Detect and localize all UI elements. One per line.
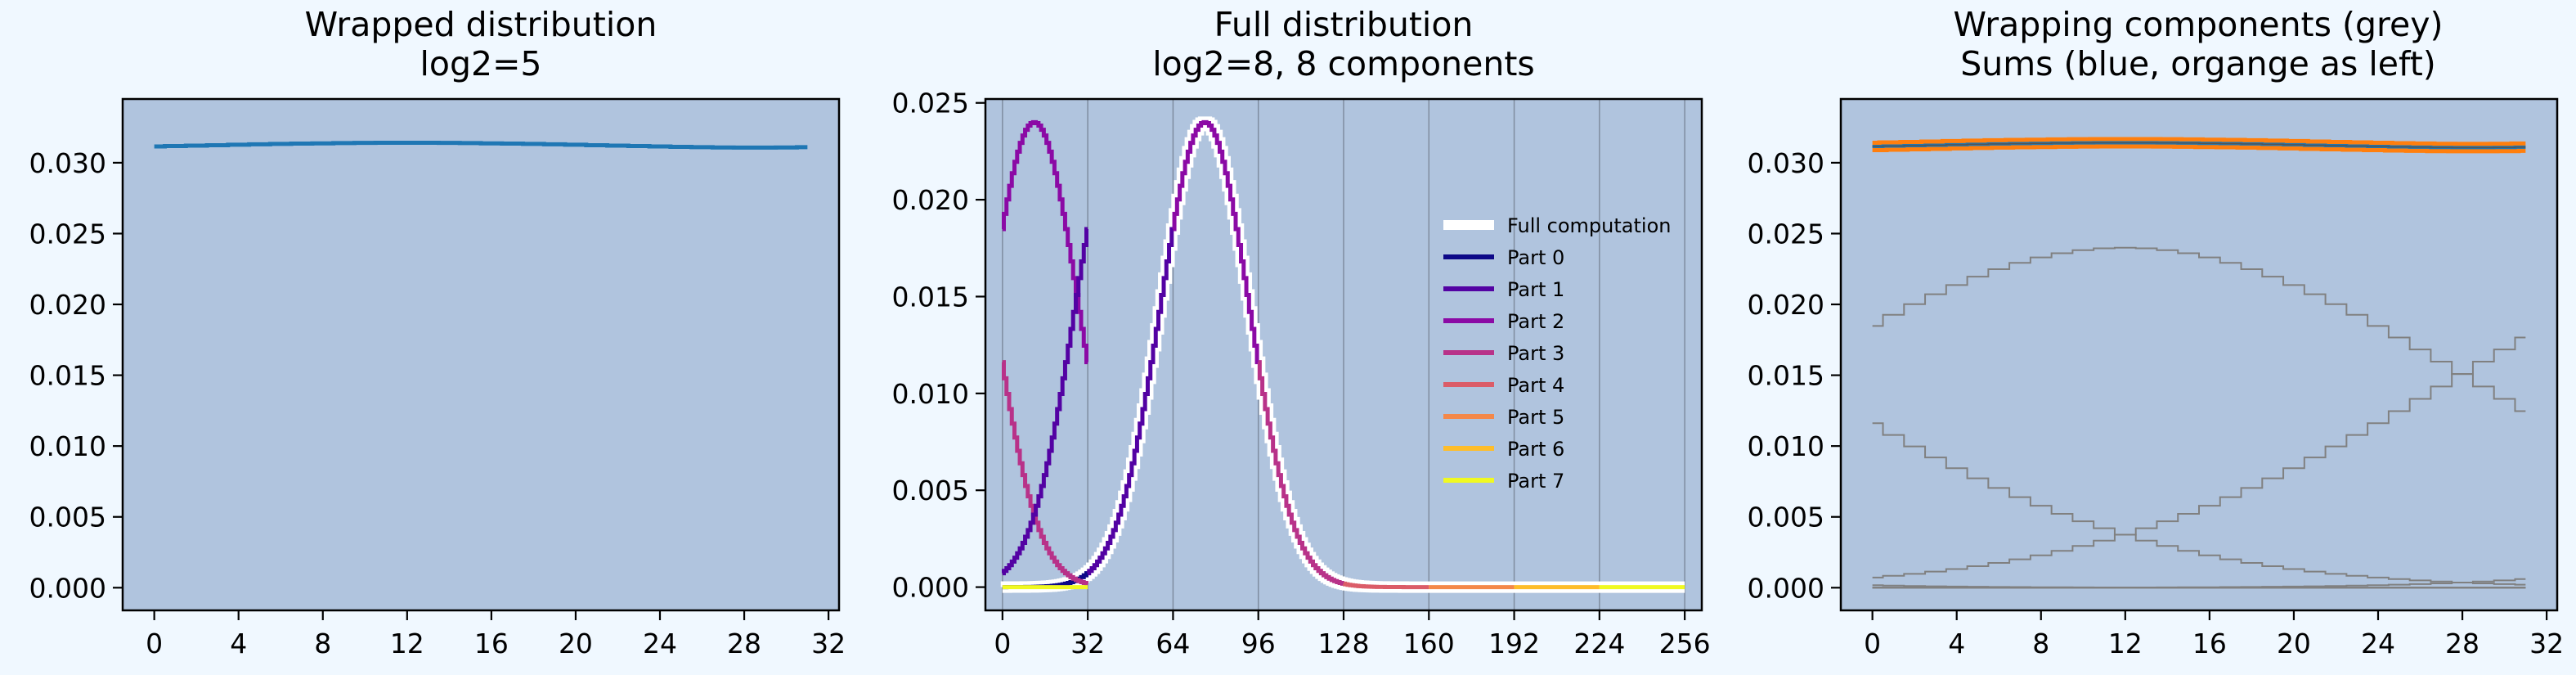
y-tick-label: 0.005 xyxy=(892,475,969,506)
x-tick-label: 0 xyxy=(1864,628,1881,659)
x-tick-label: 224 xyxy=(1573,628,1625,659)
chart-title-line-1: Full distribution xyxy=(1214,5,1474,44)
tick-group: 0 4 8 12 16 20 24 28 32 0.000 0.005 0.010 0.015 0.020… xyxy=(29,147,846,659)
chart-panel-components: Wrapping components (grey) Sums (blue, o… xyxy=(1748,5,2565,659)
x-tick-label: 32 xyxy=(811,628,846,659)
y-tick-label: 0.020 xyxy=(29,289,106,321)
y-tick-label: 0.005 xyxy=(29,502,106,533)
series-line xyxy=(1343,581,1429,590)
chart-title-line-1: Wrapping components (grey) xyxy=(1954,5,2444,44)
y-tick-label: 0.010 xyxy=(29,430,106,462)
y-tick-label: 0.025 xyxy=(892,88,969,119)
x-tick-label: 20 xyxy=(2277,628,2311,659)
x-tick-label: 0 xyxy=(146,628,163,659)
legend-label: Part 5 xyxy=(1507,406,1564,429)
y-tick-label: 0.015 xyxy=(1748,360,1824,392)
series-line xyxy=(1087,227,1174,576)
y-tick-label: 0.025 xyxy=(29,218,106,250)
tick-group: 0 4 8 12 16 20 24 28 32 0.000 0.005 0.010 0.015 0.020… xyxy=(1748,147,2565,659)
x-tick-label: 8 xyxy=(314,628,331,659)
y-tick-label: 0.020 xyxy=(892,184,969,216)
x-tick-label: 96 xyxy=(1241,628,1276,659)
legend: Full computation Part 0 Part 1 Part 2 Part 3… xyxy=(1443,214,1671,493)
wrapping-component-line xyxy=(1872,246,2526,412)
series-group xyxy=(1872,137,2526,589)
legend-label: Part 4 xyxy=(1507,374,1564,397)
x-tick-label: 16 xyxy=(2192,628,2227,659)
y-tick-label: 0.030 xyxy=(29,147,106,179)
x-tick-label: 32 xyxy=(2529,628,2564,659)
legend-label: Part 1 xyxy=(1507,278,1564,301)
y-tick-label: 0.000 xyxy=(29,572,106,604)
legend-label: Part 7 xyxy=(1507,470,1564,493)
axes-frame xyxy=(121,97,841,612)
axes-frame xyxy=(1839,97,2559,612)
chart-panel-wrapped: Wrapped distribution log2=5 0 4 8 12 16 20 24 2… xyxy=(29,5,846,659)
legend-label: Part 6 xyxy=(1507,438,1564,461)
chart-panel-full: Full distribution log2=8, 8 components 0… xyxy=(892,5,1711,659)
y-tick-label: 0.015 xyxy=(892,281,969,313)
x-tick-label: 32 xyxy=(1070,628,1105,659)
x-tick-label: 64 xyxy=(1156,628,1190,659)
wrapped-component-line xyxy=(1001,360,1089,586)
x-tick-label: 0 xyxy=(994,628,1011,659)
y-tick-label: 0.000 xyxy=(1748,572,1824,604)
x-tick-label: 160 xyxy=(1403,628,1455,659)
y-tick-label: 0.000 xyxy=(892,572,969,604)
x-tick-label: 16 xyxy=(474,628,509,659)
y-tick-label: 0.030 xyxy=(1748,147,1824,179)
y-tick-label: 0.020 xyxy=(1748,289,1824,321)
tick-group: 0 32 64 96 128 160 192 224 256 0.000 0.005 0.010 0.0… xyxy=(892,88,1711,659)
axes-frame xyxy=(984,97,1703,612)
y-tick-label: 0.010 xyxy=(892,378,969,410)
legend-label: Full computation xyxy=(1507,214,1671,237)
x-tick-label: 12 xyxy=(2108,628,2143,659)
x-tick-label: 8 xyxy=(2032,628,2049,659)
x-tick-label: 24 xyxy=(643,628,677,659)
x-tick-label: 4 xyxy=(230,628,247,659)
x-tick-label: 12 xyxy=(390,628,424,659)
x-tick-label: 256 xyxy=(1659,628,1711,659)
legend-label: Part 3 xyxy=(1507,342,1564,365)
series-line xyxy=(154,141,808,150)
legend-label: Part 2 xyxy=(1507,310,1564,333)
x-tick-label: 20 xyxy=(559,628,593,659)
chart-title-line-2: log2=5 xyxy=(420,44,541,83)
wrapping-component-line xyxy=(1872,336,2526,578)
x-tick-label: 28 xyxy=(727,628,761,659)
y-tick-label: 0.025 xyxy=(1748,218,1824,250)
x-tick-label: 24 xyxy=(2361,628,2395,659)
series-group xyxy=(1000,116,1685,593)
y-tick-label: 0.005 xyxy=(1748,502,1824,533)
legend-label: Part 0 xyxy=(1507,246,1564,269)
chart-title-line-2: Sums (blue, organge as left) xyxy=(1960,44,2436,83)
wrapped-component-line xyxy=(1001,119,1089,365)
wrapped-component-line xyxy=(1001,227,1089,576)
x-tick-label: 28 xyxy=(2445,628,2480,659)
series-line xyxy=(1172,119,1259,365)
plot-area xyxy=(1841,99,2557,610)
x-tick-label: 192 xyxy=(1488,628,1540,659)
y-tick-label: 0.010 xyxy=(1748,430,1824,462)
series-line xyxy=(1257,360,1344,586)
wrapping-component-line xyxy=(1872,422,2526,586)
x-tick-label: 128 xyxy=(1318,628,1370,659)
y-tick-label: 0.015 xyxy=(29,360,106,392)
x-tick-label: 4 xyxy=(1948,628,1965,659)
sum-line-grey xyxy=(1872,142,2526,149)
series-group xyxy=(154,141,808,150)
plot-area xyxy=(123,99,839,610)
chart-title-line-2: log2=8, 8 components xyxy=(1152,44,1535,83)
chart-title-line-1: Wrapped distribution xyxy=(305,5,657,44)
